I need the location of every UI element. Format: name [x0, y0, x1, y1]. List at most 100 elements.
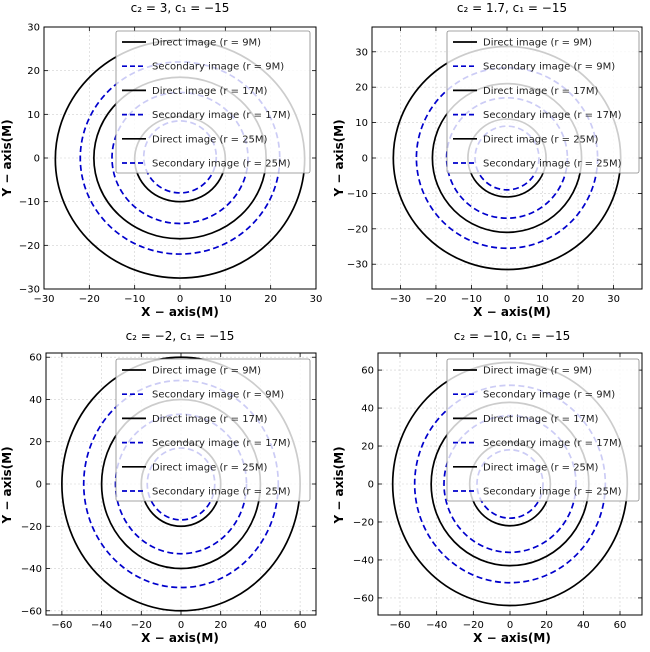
legend-frame — [115, 30, 311, 174]
y-axis-label: Y − axis(M) — [0, 446, 14, 524]
legend-label: Direct image (r = 25M) — [483, 134, 599, 145]
y-tick-label: −10 — [19, 197, 40, 208]
x-tick-label: 20 — [540, 620, 553, 631]
subplot-title: c₂ = 3, c₁ = −15 — [131, 1, 230, 15]
subplot-3: c₂ = −2, c₁ = −15 −60 −40 −20 0 20 40 60 −60 −40… — [0, 329, 317, 645]
legend-label: Secondary image (r = 9M) — [483, 62, 615, 73]
legend-entry: Direct image (r = 9M) — [122, 38, 261, 49]
legend-entry: Secondary image (r = 17M) — [122, 438, 291, 449]
y-tick-label: 30 — [27, 23, 40, 34]
y-axis-label: Y − axis(M) — [332, 119, 346, 197]
legend-label: Direct image (r = 9M) — [483, 38, 592, 49]
y-tick-label: 0 — [36, 480, 42, 491]
y-tick-label: −30 — [347, 260, 368, 271]
y-tick-label: −20 — [347, 224, 368, 235]
legend-entry: Secondary image (r = 17M) — [453, 110, 622, 121]
legend-entry: Secondary image (r = 25M) — [453, 487, 622, 498]
legend: Direct image (r = 9M) Secondary image (r … — [446, 358, 640, 502]
y-tick-label: 60 — [29, 353, 42, 364]
y-tick-label: 30 — [355, 47, 368, 58]
y-tick-label: 10 — [355, 118, 368, 129]
legend-label: Secondary image (r = 17M) — [483, 110, 622, 121]
y-tick-label: −20 — [21, 522, 42, 533]
y-tick-label: −20 — [19, 241, 40, 252]
x-tick-label: −10 — [461, 294, 482, 305]
legend-entry: Direct image (r = 25M) — [453, 462, 599, 473]
legend-label: Direct image (r = 9M) — [152, 366, 261, 377]
legend-label: Secondary image (r = 9M) — [152, 62, 284, 73]
subplot-1: c₂ = 3, c₁ = −15 −30 −20 −10 0 10 20 30 −30 −20 −… — [0, 1, 322, 319]
x-tick-label: −60 — [389, 620, 410, 631]
subplot-2: c₂ = 1.7, c₁ = −15 −30 −20 −10 0 10 20 30 −30 −2… — [332, 1, 643, 319]
legend-frame — [446, 358, 640, 502]
y-tick-label: 20 — [361, 442, 374, 453]
legend-entry: Direct image (r = 17M) — [453, 414, 599, 425]
y-tick-label: −40 — [21, 564, 42, 575]
y-tick-label: −60 — [21, 606, 42, 617]
x-tick-label: −30 — [390, 294, 411, 305]
x-tick-label: −60 — [51, 620, 72, 631]
legend-entry: Secondary image (r = 17M) — [122, 110, 291, 121]
x-tick-label: 20 — [572, 294, 585, 305]
x-tick-label: 10 — [536, 294, 549, 305]
legend-label: Direct image (r = 17M) — [152, 86, 268, 97]
x-tick-label: −20 — [131, 620, 152, 631]
y-tick-label: 10 — [27, 110, 40, 121]
legend: Direct image (r = 9M) Secondary image (r … — [446, 30, 640, 174]
x-tick-label: −20 — [79, 294, 100, 305]
legend-entry: Direct image (r = 17M) — [453, 86, 599, 97]
legend-entry: Direct image (r = 25M) — [122, 462, 268, 473]
x-tick-label: −40 — [91, 620, 112, 631]
legend-entry: Secondary image (r = 9M) — [122, 390, 284, 401]
x-axis-label: X − axis(M) — [473, 631, 551, 645]
legend-frame — [115, 358, 311, 502]
y-axis-label: Y − axis(M) — [0, 119, 14, 197]
x-tick-label: 20 — [264, 294, 277, 305]
legend-entry: Secondary image (r = 25M) — [453, 159, 622, 170]
legend: Direct image (r = 9M) Secondary image (r … — [115, 358, 311, 502]
x-tick-label: 20 — [214, 620, 227, 631]
legend-label: Direct image (r = 25M) — [152, 134, 268, 145]
x-tick-label: 0 — [178, 620, 184, 631]
y-tick-label: −40 — [353, 555, 374, 566]
subplot-title: c₂ = −10, c₁ = −15 — [454, 329, 570, 343]
x-tick-label: 40 — [254, 620, 267, 631]
legend-entry: Direct image (r = 9M) — [453, 366, 592, 377]
y-tick-label: 0 — [34, 154, 40, 165]
x-tick-label: 60 — [294, 620, 307, 631]
y-tick-label: 40 — [29, 395, 42, 406]
y-tick-label: −20 — [353, 517, 374, 528]
x-tick-label: 40 — [577, 620, 590, 631]
legend-entry: Direct image (r = 25M) — [453, 134, 599, 145]
legend-label: Direct image (r = 9M) — [152, 38, 261, 49]
x-tick-label: −20 — [463, 620, 484, 631]
x-tick-label: 60 — [614, 620, 627, 631]
y-tick-label: 0 — [368, 480, 374, 491]
x-tick-label: 30 — [310, 294, 323, 305]
legend-entry: Secondary image (r = 17M) — [453, 438, 622, 449]
legend-label: Secondary image (r = 17M) — [152, 438, 291, 449]
legend-label: Direct image (r = 17M) — [483, 414, 599, 425]
legend-label: Direct image (r = 17M) — [152, 414, 268, 425]
legend: Direct image (r = 9M) Secondary image (r … — [115, 30, 311, 174]
legend-label: Secondary image (r = 17M) — [152, 110, 291, 121]
y-tick-label: 40 — [361, 404, 374, 415]
legend-entry: Direct image (r = 17M) — [122, 86, 268, 97]
legend-label: Secondary image (r = 25M) — [152, 159, 291, 170]
y-tick-label: −60 — [353, 593, 374, 604]
x-axis-label: X − axis(M) — [141, 631, 219, 645]
x-tick-label: −20 — [425, 294, 446, 305]
x-tick-label: 30 — [607, 294, 620, 305]
y-tick-label: 60 — [361, 366, 374, 377]
subplot-title: c₂ = 1.7, c₁ = −15 — [457, 1, 567, 15]
legend-label: Secondary image (r = 25M) — [483, 159, 622, 170]
y-tick-label: 20 — [355, 83, 368, 94]
legend-label: Secondary image (r = 9M) — [483, 390, 615, 401]
legend-label: Direct image (r = 25M) — [152, 462, 268, 473]
y-tick-label: −30 — [19, 285, 40, 296]
x-tick-label: −10 — [124, 294, 145, 305]
legend-entry: Secondary image (r = 9M) — [453, 62, 615, 73]
legend-entry: Direct image (r = 9M) — [453, 38, 592, 49]
x-tick-label: −30 — [33, 294, 54, 305]
